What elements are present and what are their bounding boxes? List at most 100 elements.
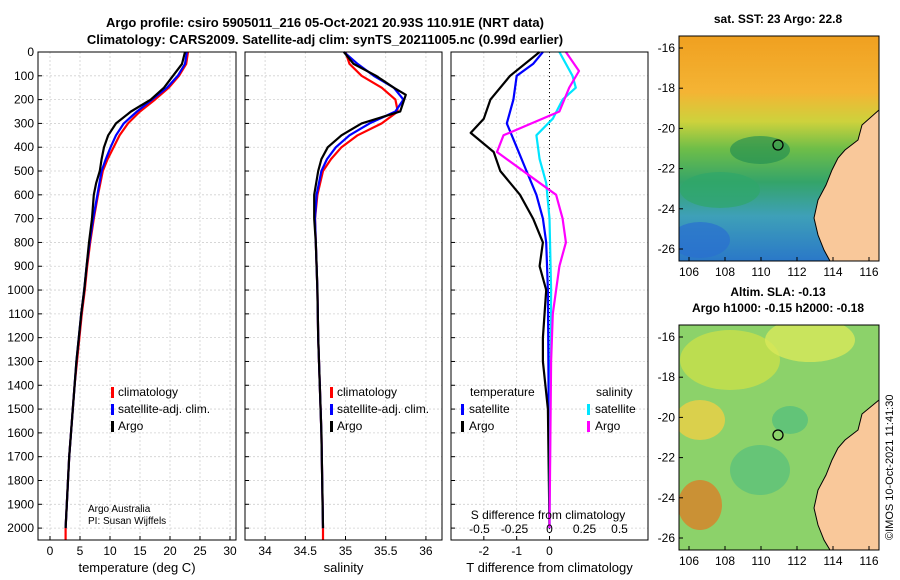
panel-temperature: 0100200300400500600700800900100011001200… xyxy=(7,45,237,575)
x-tick-label: 35.5 xyxy=(374,544,398,558)
sla-patch xyxy=(679,480,722,530)
s-tick-label: 0.5 xyxy=(611,522,628,536)
s-tick-label: 0 xyxy=(546,522,553,536)
copyright-text: ©IMOS 10-Oct-2021 11:41:30 xyxy=(884,395,896,540)
x-axis-label: T difference from climatology xyxy=(466,560,633,575)
x-tick-label: 5 xyxy=(77,544,84,558)
legend-label-satellite: satellite-adj. clim. xyxy=(118,402,210,416)
sst-patch xyxy=(679,222,730,258)
sst-map xyxy=(679,36,879,261)
axes-frame xyxy=(37,51,237,541)
map-x-tick-label: 106 xyxy=(679,554,699,568)
depth-tick-label: 1400 xyxy=(7,378,34,392)
depth-tick-label: 300 xyxy=(14,116,34,130)
legend-swatch-satellite xyxy=(111,404,114,415)
legend-label-temp-satellite: satellite xyxy=(469,402,510,416)
depth-tick-label: 2000 xyxy=(7,521,34,535)
legend-label-argo: Argo xyxy=(337,419,363,433)
series-salinity-argo xyxy=(495,51,581,529)
panel-difference: -2 -1 0 T difference from climatology xyxy=(450,51,649,575)
series-temperature-argo xyxy=(469,51,551,529)
depth-tick-label: 800 xyxy=(14,235,34,249)
legend-swatch-argo xyxy=(330,421,333,432)
series-temperature-satellite xyxy=(505,51,551,529)
legend-swatch-argo xyxy=(111,421,114,432)
map2-title-line1: Altim. SLA: -0.13 xyxy=(730,285,826,299)
legend-swatch-climatology xyxy=(111,387,114,398)
map-y-tick-label: -26 xyxy=(658,531,676,545)
difference-legend: temperature salinity satellite Argo sate… xyxy=(461,385,636,433)
sst-patch xyxy=(730,136,790,164)
depth-tick-label: 1900 xyxy=(7,497,34,511)
depth-tick-label: 1100 xyxy=(8,307,34,321)
map-x-tick-label: 112 xyxy=(787,265,806,279)
sla-patch xyxy=(680,330,780,390)
map-x-tick-label: 116 xyxy=(859,265,878,279)
s-tick-label: 0.25 xyxy=(573,522,597,536)
depth-tick-label: 1200 xyxy=(7,331,34,345)
depth-tick-label: 600 xyxy=(14,188,34,202)
map-x-tick-label: 110 xyxy=(751,265,770,279)
map-y-tick-label: -22 xyxy=(658,451,676,465)
map-y-tick-label: -18 xyxy=(658,81,676,95)
argo-location-marker xyxy=(772,139,784,151)
x-tick-label: -2 xyxy=(478,544,489,558)
x-axis-label: temperature (deg C) xyxy=(78,560,195,575)
depth-tick-label: 1000 xyxy=(7,283,34,297)
legend-label-sal-satellite: satellite xyxy=(595,402,636,416)
depth-tick-label: 0 xyxy=(27,45,34,59)
x-tick-label: 34.5 xyxy=(294,544,318,558)
map1-title: sat. SST: 23 Argo: 22.8 xyxy=(714,12,843,26)
x-tick-label: 15 xyxy=(133,544,147,558)
map-x-tick-label: 106 xyxy=(679,265,699,279)
temperature-legend: climatology satellite-adj. clim. Argo xyxy=(111,385,210,433)
panel-salinity: 34 34.5 35 35.5 36 salinity xyxy=(244,51,443,575)
s-difference-label: S difference from climatology xyxy=(471,508,626,522)
map2-title-line2: Argo h1000: -0.15 h2000: -0.18 xyxy=(692,301,864,315)
map-y-tick-label: -18 xyxy=(658,370,676,384)
legend-label-temp-argo: Argo xyxy=(469,419,495,433)
depth-tick-label: 100 xyxy=(14,69,34,83)
x-tick-label: 25 xyxy=(193,544,207,558)
salinity-legend: climatology satellite-adj. clim. Argo xyxy=(330,385,429,433)
series-salinity-satellite xyxy=(535,51,577,529)
legend-label-sal-argo: Argo xyxy=(595,419,621,433)
land-mass xyxy=(813,399,879,550)
x-tick-label: 20 xyxy=(163,544,177,558)
map-x-tick-label: 114 xyxy=(823,554,842,568)
x-tick-label: 36 xyxy=(419,544,433,558)
legend-swatch-sal-argo xyxy=(587,421,590,432)
sla-patch xyxy=(772,406,808,434)
legend-title-salinity: salinity xyxy=(596,385,633,399)
x-tick-label: 35 xyxy=(339,544,353,558)
legend-title-temperature: temperature xyxy=(470,385,535,399)
credit-line2: PI: Susan Wijffels xyxy=(88,516,166,527)
figure-title-line2: Climatology: CARS2009. Satellite-adj cli… xyxy=(87,32,563,47)
series-argo xyxy=(313,51,407,529)
depth-tick-label: 1700 xyxy=(7,450,34,464)
sst-patch xyxy=(680,172,760,208)
map-x-tick-label: 108 xyxy=(715,265,735,279)
map-x-tick-label: 112 xyxy=(787,554,806,568)
map-y-tick-label: -16 xyxy=(658,41,676,55)
depth-tick-label: 900 xyxy=(14,259,34,273)
sla-patch xyxy=(679,400,725,440)
x-tick-label: 10 xyxy=(103,544,117,558)
axes-frame xyxy=(244,51,443,541)
s-tick-label: -0.25 xyxy=(501,522,529,536)
depth-tick-label: 400 xyxy=(14,140,34,154)
map-x-tick-label: 116 xyxy=(859,554,878,568)
depth-tick-label: 200 xyxy=(14,93,34,107)
map-x-tick-label: 110 xyxy=(751,554,770,568)
land-mass xyxy=(813,109,879,261)
figure-title-line1: Argo profile: csiro 5905011_216 05-Oct-2… xyxy=(106,15,544,30)
map-y-tick-label: -20 xyxy=(658,121,676,135)
depth-tick-label: 1600 xyxy=(7,426,34,440)
legend-swatch-satellite xyxy=(330,404,333,415)
sla-patch xyxy=(730,445,790,495)
legend-swatch-climatology xyxy=(330,387,333,398)
x-tick-label: 34 xyxy=(258,544,272,558)
depth-tick-label: 1500 xyxy=(7,402,34,416)
x-tick-label: 0 xyxy=(546,544,553,558)
sla-map xyxy=(679,325,879,550)
